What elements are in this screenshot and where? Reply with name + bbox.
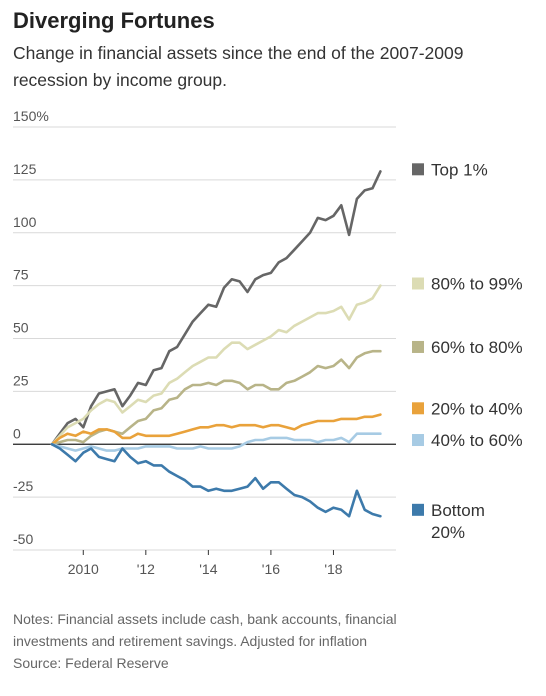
legend-label: Bottom: [431, 501, 485, 520]
y-tick-label: -50: [13, 531, 33, 547]
x-tick-label: 2010: [68, 561, 99, 577]
chart-notes: Notes: Financial assets include cash, ba…: [13, 608, 533, 674]
x-tick-label: '14: [199, 561, 217, 577]
legend-swatch: [412, 277, 424, 290]
y-tick-label: 75: [13, 267, 29, 283]
y-tick-label: -25: [13, 478, 33, 494]
x-tick-label: '12: [137, 561, 155, 577]
source-note: Source: Federal Reserve: [13, 655, 169, 671]
notes-line-2: investments and retirement savings. Adju…: [13, 633, 368, 649]
y-tick-label: 50: [13, 320, 29, 336]
legend-swatch: [412, 503, 424, 516]
x-tick-label: '16: [262, 561, 280, 577]
legend-label: 20%: [431, 523, 465, 542]
series-line: [50, 170, 382, 446]
series-layer: [50, 170, 382, 518]
legend-swatch: [412, 163, 424, 176]
notes-line-1: Notes: Financial assets include cash, ba…: [13, 611, 397, 627]
y-tick-label: 150%: [13, 108, 49, 124]
x-tick-label: '18: [324, 561, 342, 577]
chart-subtitle: Change in financial assets since the end…: [13, 43, 464, 90]
legend-labels: Top 1% 80% to 99% 60% to 80% 20% to 40% 40% …: [412, 160, 523, 542]
legend-label: Top 1%: [431, 160, 488, 179]
legend-label: 80% to 99%: [431, 275, 523, 294]
series-line: [50, 432, 382, 452]
axis-layer: 150% 125 100 75 50 25 0 -25 -50 2010 '12 '14 '16 '18: [13, 108, 343, 577]
series-line: [50, 443, 382, 518]
series-line: [50, 413, 382, 446]
y-tick-label: 125: [13, 161, 37, 177]
legend-swatch: [412, 340, 424, 353]
legend-swatch: [412, 402, 424, 415]
y-tick-label: 100: [13, 214, 37, 230]
y-tick-label: 25: [13, 372, 29, 388]
chart-title: Diverging Fortunes: [13, 8, 215, 33]
legend-label: 60% to 80%: [431, 338, 523, 357]
grid-layer: [13, 126, 396, 551]
legend-label: 20% to 40%: [431, 399, 523, 418]
legend-label: 40% to 60%: [431, 431, 523, 450]
line-chart: 150%1251007550250-25-502010'12'14'16'18 …: [13, 108, 523, 577]
legend-swatch: [412, 434, 424, 447]
series-line: [50, 284, 382, 446]
y-tick-label: 0: [13, 425, 21, 441]
